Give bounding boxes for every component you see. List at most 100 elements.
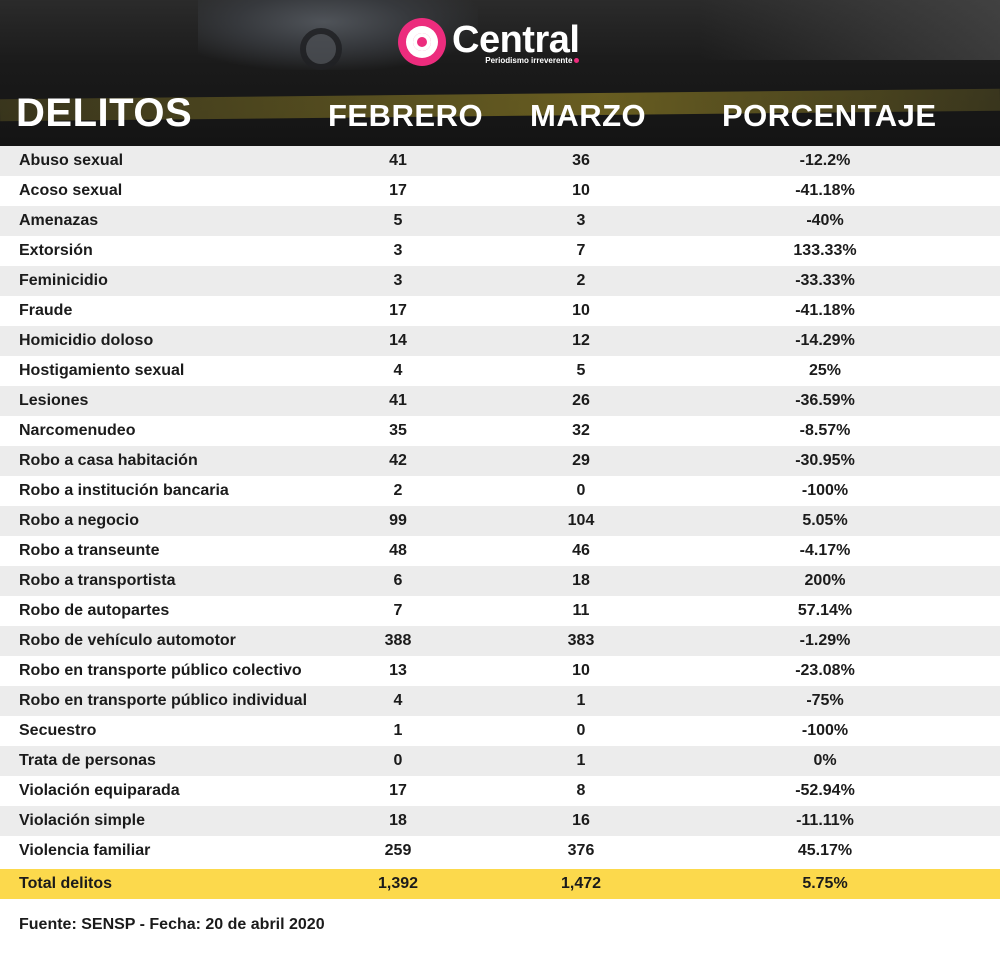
row-porcentaje: 25% — [808, 362, 842, 379]
column-header-porcentaje: PORCENTAJE — [722, 98, 937, 133]
table-row: Violación equiparada 17 8 -52.94% — [0, 776, 1000, 806]
brand-tagline-text: Periodismo irreverente — [485, 55, 573, 65]
row-marzo: 10 — [572, 662, 590, 679]
table-row: Hostigamiento sexual 4 5 25% — [0, 356, 1000, 386]
row-febrero: 4 — [393, 362, 403, 379]
row-marzo: 5 — [576, 362, 586, 379]
row-marzo: 104 — [567, 512, 595, 529]
table-row: Homicidio doloso 14 12 -14.29% — [0, 326, 1000, 356]
table-row: Abuso sexual 41 36 -12.2% — [0, 146, 1000, 176]
row-febrero: 13 — [389, 662, 407, 679]
table-row: Robo en transporte público individual 4 1 -… — [0, 686, 1000, 716]
row-porcentaje: -14.29% — [795, 332, 855, 349]
row-delito: Narcomenudeo — [19, 422, 136, 439]
header-banner: Central Periodismo irreverente DELITOS F… — [0, 0, 1000, 146]
row-marzo: 7 — [576, 242, 586, 259]
row-delito: Acoso sexual — [19, 182, 123, 199]
row-porcentaje: -1.29% — [799, 632, 851, 649]
row-febrero: 388 — [384, 632, 412, 649]
row-porcentaje: 5.05% — [802, 512, 848, 529]
row-delito: Feminicidio — [19, 272, 108, 289]
row-marzo: 18 — [572, 572, 590, 589]
table-row: Robo a negocio 99 104 5.05% — [0, 506, 1000, 536]
row-marzo: 1 — [576, 692, 586, 709]
row-febrero: 35 — [389, 422, 407, 439]
total-label: Total delitos — [19, 875, 113, 892]
row-marzo: 1 — [576, 752, 586, 769]
row-delito: Robo a institución bancaria — [19, 482, 229, 499]
row-febrero: 6 — [393, 572, 403, 589]
row-porcentaje: -11.11% — [796, 812, 854, 829]
row-delito: Hostigamiento sexual — [19, 362, 185, 379]
row-febrero: 48 — [389, 542, 407, 559]
row-porcentaje: -100% — [801, 482, 849, 499]
row-marzo: 3 — [576, 212, 586, 229]
column-header-delitos: DELITOS — [16, 91, 193, 135]
row-delito: Trata de personas — [19, 752, 156, 769]
row-porcentaje: -8.57% — [799, 422, 851, 439]
row-febrero: 5 — [393, 212, 403, 229]
row-marzo: 29 — [572, 452, 590, 469]
total-porcentaje: 5.75% — [802, 875, 848, 892]
row-porcentaje: -41.18% — [795, 182, 855, 199]
table-row: Robo a transportista 6 18 200% — [0, 566, 1000, 596]
table-row: Robo a institución bancaria 2 0 -100% — [0, 476, 1000, 506]
row-delito: Robo de vehículo automotor — [19, 632, 236, 649]
row-marzo: 383 — [567, 632, 595, 649]
row-marzo: 26 — [572, 392, 590, 409]
row-porcentaje: -12.2% — [799, 152, 851, 169]
row-febrero: 99 — [389, 512, 407, 529]
row-porcentaje: -40% — [806, 212, 844, 229]
row-porcentaje: -30.95% — [795, 452, 855, 469]
row-delito: Abuso sexual — [19, 152, 124, 169]
row-delito: Amenazas — [19, 212, 99, 229]
row-marzo: 8 — [576, 782, 586, 799]
brand-logo: Central Periodismo irreverente — [398, 16, 580, 68]
table-row: Fraude 17 10 -41.18% — [0, 296, 1000, 326]
total-marzo: 1,472 — [560, 875, 602, 892]
row-febrero: 4 — [393, 692, 403, 709]
table-row: Acoso sexual 17 10 -41.18% — [0, 176, 1000, 206]
brand-tagline: Periodismo irreverente — [485, 55, 580, 65]
row-febrero: 3 — [393, 272, 403, 289]
row-porcentaje: 45.17% — [797, 842, 853, 859]
row-porcentaje: -41.18% — [795, 302, 855, 319]
row-delito: Secuestro — [19, 722, 97, 739]
background-photo-detail — [300, 28, 342, 70]
tagline-dot-icon — [574, 57, 580, 63]
row-delito: Violencia familiar — [19, 842, 151, 859]
row-febrero: 1 — [393, 722, 403, 739]
table-row: Trata de personas 0 1 0% — [0, 746, 1000, 776]
crimes-table: Abuso sexual 41 36 -12.2% Acoso sexual 17 10 -4… — [0, 146, 1000, 866]
row-marzo: 376 — [567, 842, 595, 859]
row-porcentaje: -4.17% — [799, 542, 851, 559]
row-marzo: 12 — [572, 332, 590, 349]
row-marzo: 11 — [572, 602, 590, 619]
row-delito: Robo a negocio — [19, 512, 139, 529]
column-header-marzo: MARZO — [530, 98, 647, 133]
row-delito: Violación equiparada — [19, 782, 180, 799]
table-row: Secuestro 1 0 -100% — [0, 716, 1000, 746]
table-row: Violación simple 18 16 -11.11% — [0, 806, 1000, 836]
row-marzo: 36 — [572, 152, 590, 169]
total-row: Total delitos 1,392 1,472 5.75% — [0, 869, 1000, 899]
row-marzo: 10 — [572, 302, 590, 319]
row-delito: Robo en transporte público individual — [19, 692, 308, 709]
table-row: Robo de vehículo automotor 388 383 -1.29% — [0, 626, 1000, 656]
table-row: Robo a casa habitación 42 29 -30.95% — [0, 446, 1000, 476]
row-febrero: 41 — [389, 392, 407, 409]
row-febrero: 259 — [384, 842, 412, 859]
table-row: Violencia familiar 259 376 45.17% — [0, 836, 1000, 866]
row-delito: Robo a transportista — [19, 572, 176, 589]
table-row: Amenazas 5 3 -40% — [0, 206, 1000, 236]
row-febrero: 17 — [389, 182, 407, 199]
table-row: Lesiones 41 26 -36.59% — [0, 386, 1000, 416]
row-delito: Violación simple — [19, 812, 145, 829]
row-delito: Robo a casa habitación — [19, 452, 198, 469]
row-porcentaje: -23.08% — [795, 662, 855, 679]
row-delito: Extorsión — [19, 242, 93, 259]
total-febrero: 1,392 — [377, 875, 419, 892]
row-porcentaje: 200% — [804, 572, 846, 589]
row-porcentaje: 57.14% — [797, 602, 853, 619]
table-row: Extorsión 3 7 133.33% — [0, 236, 1000, 266]
